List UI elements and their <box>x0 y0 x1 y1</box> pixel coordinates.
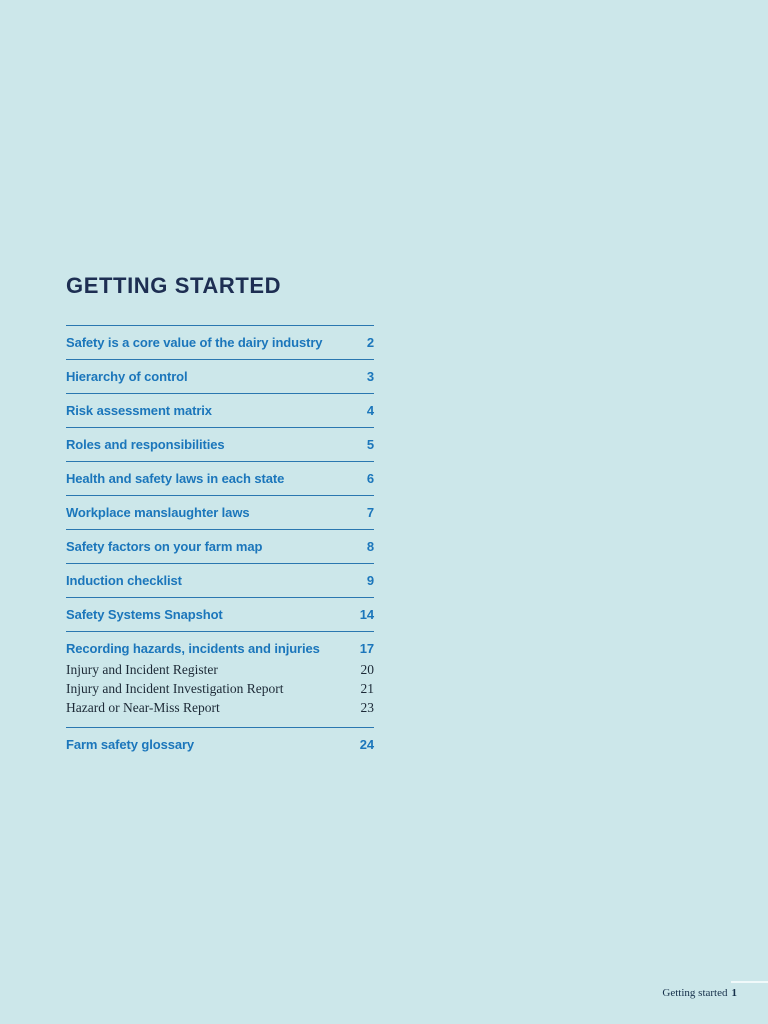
toc-entry-label: Health and safety laws in each state <box>66 471 285 486</box>
toc-entry-safety-systems-snapshot[interactable]: Safety Systems Snapshot 14 <box>66 597 374 631</box>
toc-sub-entry-page: 21 <box>360 681 375 696</box>
toc-entry-page: 8 <box>366 539 374 554</box>
toc-entry-roles-responsibilities[interactable]: Roles and responsibilities 5 <box>66 427 374 461</box>
toc-sub-entry-page: 23 <box>360 700 375 715</box>
toc-entry-page: 9 <box>366 573 374 588</box>
toc-entry-page: 17 <box>359 641 374 656</box>
toc-sub-entry-injury-incident-investigation-report[interactable]: Injury and Incident Investigation Report… <box>66 679 374 698</box>
toc-entry-label: Workplace manslaughter laws <box>66 505 250 520</box>
footer-page-number: 1 <box>731 987 738 999</box>
toc-entry-farm-safety-glossary[interactable]: Farm safety glossary 24 <box>66 727 374 761</box>
toc-sub-entry-label: Hazard or Near-Miss Report <box>66 700 220 715</box>
toc-sub-entry-hazard-near-miss-report[interactable]: Hazard or Near-Miss Report 23 <box>66 698 374 717</box>
toc-sub-entry-injury-incident-register[interactable]: Injury and Incident Register 20 <box>66 660 374 679</box>
toc-entry-page: 6 <box>366 471 374 486</box>
toc-entry-label: Safety is a core value of the dairy indu… <box>66 335 323 350</box>
toc-sub-entry-page: 20 <box>360 662 375 677</box>
toc-sub-entry-list: Injury and Incident Register 20 Injury a… <box>66 657 374 727</box>
toc-entry-label: Hierarchy of control <box>66 369 188 384</box>
toc-entry-workplace-manslaughter-laws[interactable]: Workplace manslaughter laws 7 <box>66 495 374 529</box>
toc-entry-label: Farm safety glossary <box>66 737 195 752</box>
toc-entry-health-safety-laws[interactable]: Health and safety laws in each state 6 <box>66 461 374 495</box>
toc-entry-risk-assessment-matrix[interactable]: Risk assessment matrix 4 <box>66 393 374 427</box>
toc-entry-page: 24 <box>359 737 374 752</box>
toc-sub-entry-label: Injury and Incident Register <box>66 662 218 677</box>
toc-entry-label: Roles and responsibilities <box>66 437 225 452</box>
footer-label: Getting started <box>662 987 728 999</box>
toc-entry-recording-hazards[interactable]: Recording hazards, incidents and injurie… <box>66 631 374 657</box>
toc-entry-induction-checklist[interactable]: Induction checklist 9 <box>66 563 374 597</box>
page-title: GETTING STARTED <box>66 273 282 298</box>
toc-entry-label: Safety Systems Snapshot <box>66 607 223 622</box>
toc-entry-label: Induction checklist <box>66 573 182 588</box>
table-of-contents: Safety is a core value of the dairy indu… <box>66 325 374 761</box>
toc-entry-label: Risk assessment matrix <box>66 403 212 418</box>
page-content: GETTING STARTED Safety is a core value o… <box>66 272 374 761</box>
toc-entry-label: Recording hazards, incidents and injurie… <box>66 641 320 656</box>
toc-entry-hierarchy-of-control[interactable]: Hierarchy of control 3 <box>66 359 374 393</box>
toc-entry-page: 5 <box>366 437 374 452</box>
toc-entry-page: 7 <box>366 505 374 520</box>
toc-entry-page: 2 <box>366 335 374 350</box>
toc-entry-safety-factors-farm-map[interactable]: Safety factors on your farm map 8 <box>66 529 374 563</box>
toc-entry-page: 3 <box>366 369 374 384</box>
page-footer: Getting started 1 <box>662 987 737 999</box>
toc-sub-entry-label: Injury and Incident Investigation Report <box>66 681 284 696</box>
toc-entry-page: 4 <box>366 403 374 418</box>
footer-rule <box>731 981 768 983</box>
toc-entry-label: Safety factors on your farm map <box>66 539 263 554</box>
toc-entry-safety-core-value[interactable]: Safety is a core value of the dairy indu… <box>66 325 374 359</box>
toc-entry-page: 14 <box>359 607 374 622</box>
